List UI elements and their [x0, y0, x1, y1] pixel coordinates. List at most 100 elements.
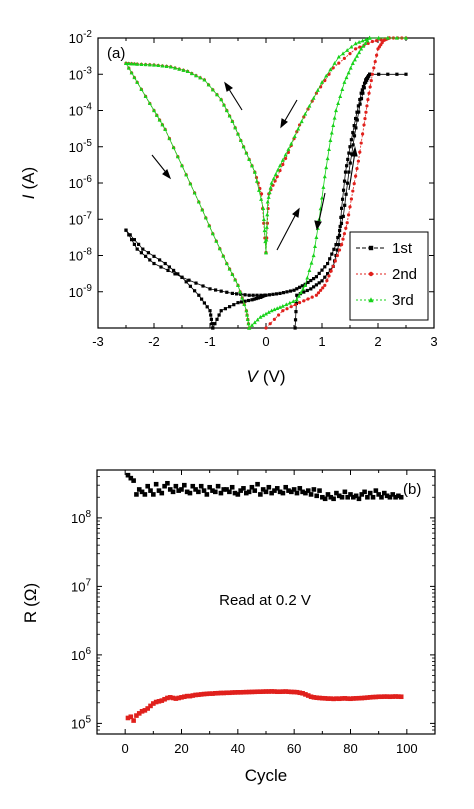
data-point	[345, 494, 350, 500]
data-point	[194, 73, 198, 78]
data-point	[179, 695, 184, 700]
data-point	[366, 41, 370, 45]
data-point	[171, 145, 176, 150]
panel-a-label: (a)	[107, 45, 125, 62]
x-tick-label: 40	[231, 741, 245, 756]
data-point	[213, 489, 218, 495]
data-point	[238, 690, 243, 695]
data-point	[236, 131, 240, 136]
data-point	[331, 264, 335, 269]
data-point	[328, 257, 332, 261]
data-point	[393, 694, 398, 699]
data-point	[207, 223, 212, 228]
data-point	[137, 242, 141, 246]
data-point	[130, 238, 134, 242]
data-point	[164, 64, 169, 68]
panel-a-x-axis-title: V (V)	[246, 367, 285, 386]
data-point	[404, 35, 408, 40]
data-point	[143, 94, 148, 98]
tick-base: 10	[69, 285, 83, 300]
data-point	[395, 72, 399, 76]
arrow-up-left-head	[224, 81, 234, 92]
data-point	[348, 205, 352, 209]
data-point	[332, 247, 336, 251]
data-point	[291, 487, 297, 492]
data-point	[210, 322, 214, 326]
data-point	[348, 52, 352, 56]
data-point	[218, 690, 224, 696]
data-point	[376, 694, 381, 700]
data-point	[271, 176, 276, 181]
data-point	[345, 48, 350, 52]
data-point	[219, 97, 224, 102]
data-point	[357, 50, 362, 55]
data-point	[317, 281, 321, 285]
data-point	[229, 690, 235, 695]
data-point	[348, 492, 353, 497]
data-point	[285, 307, 289, 311]
data-point	[136, 711, 142, 716]
data-point	[224, 487, 229, 492]
data-point	[332, 61, 337, 65]
data-point	[364, 110, 368, 114]
data-point	[159, 490, 165, 496]
data-point	[272, 307, 277, 312]
data-point	[347, 151, 351, 155]
data-point	[266, 484, 272, 490]
data-point	[185, 69, 190, 73]
x-tick-label: 0	[262, 334, 269, 349]
data-point	[209, 313, 213, 317]
data-point	[148, 703, 153, 709]
data-point	[254, 296, 258, 301]
data-point	[281, 309, 285, 313]
data-point	[367, 35, 372, 40]
data-point	[198, 483, 204, 489]
data-point	[337, 61, 341, 65]
data-point	[370, 694, 376, 700]
data-point	[382, 490, 387, 496]
data-point	[347, 170, 351, 174]
data-point	[353, 41, 358, 46]
tick-exponent: -3	[83, 65, 92, 76]
series-line	[265, 37, 390, 253]
data-point	[327, 147, 331, 152]
y-axis-variable: I	[19, 194, 38, 199]
data-point	[158, 258, 162, 262]
data-point	[294, 490, 300, 496]
data-point	[278, 163, 282, 168]
data-point	[358, 150, 362, 154]
data-point	[377, 72, 381, 76]
x-tick-label: 60	[287, 741, 301, 756]
data-point	[343, 170, 348, 174]
data-point	[125, 715, 131, 721]
data-point	[124, 61, 128, 65]
data-point	[346, 157, 350, 162]
data-point	[340, 206, 344, 210]
data-point	[173, 65, 177, 70]
data-point	[245, 312, 250, 317]
data-point	[390, 694, 396, 699]
data-point	[351, 189, 355, 193]
data-point	[230, 272, 235, 277]
x-tick-label: 2	[374, 334, 381, 349]
data-point	[336, 101, 341, 106]
data-point	[267, 293, 272, 297]
data-point	[314, 695, 319, 701]
panel-b-ticks	[96, 469, 436, 735]
data-point	[357, 110, 361, 114]
data-point	[393, 494, 398, 500]
data-point	[156, 488, 162, 493]
y-tick-label: 10-6	[69, 174, 93, 191]
y-tick-label: 105	[71, 714, 91, 731]
data-point	[360, 88, 364, 92]
data-point	[165, 480, 170, 486]
data-point	[302, 299, 306, 303]
data-point	[266, 310, 271, 314]
data-point	[356, 496, 362, 502]
data-point	[261, 217, 266, 222]
data-point	[293, 318, 298, 322]
data-point	[201, 488, 207, 493]
data-point	[210, 231, 215, 236]
data-point	[327, 274, 331, 278]
data-point	[315, 88, 320, 92]
